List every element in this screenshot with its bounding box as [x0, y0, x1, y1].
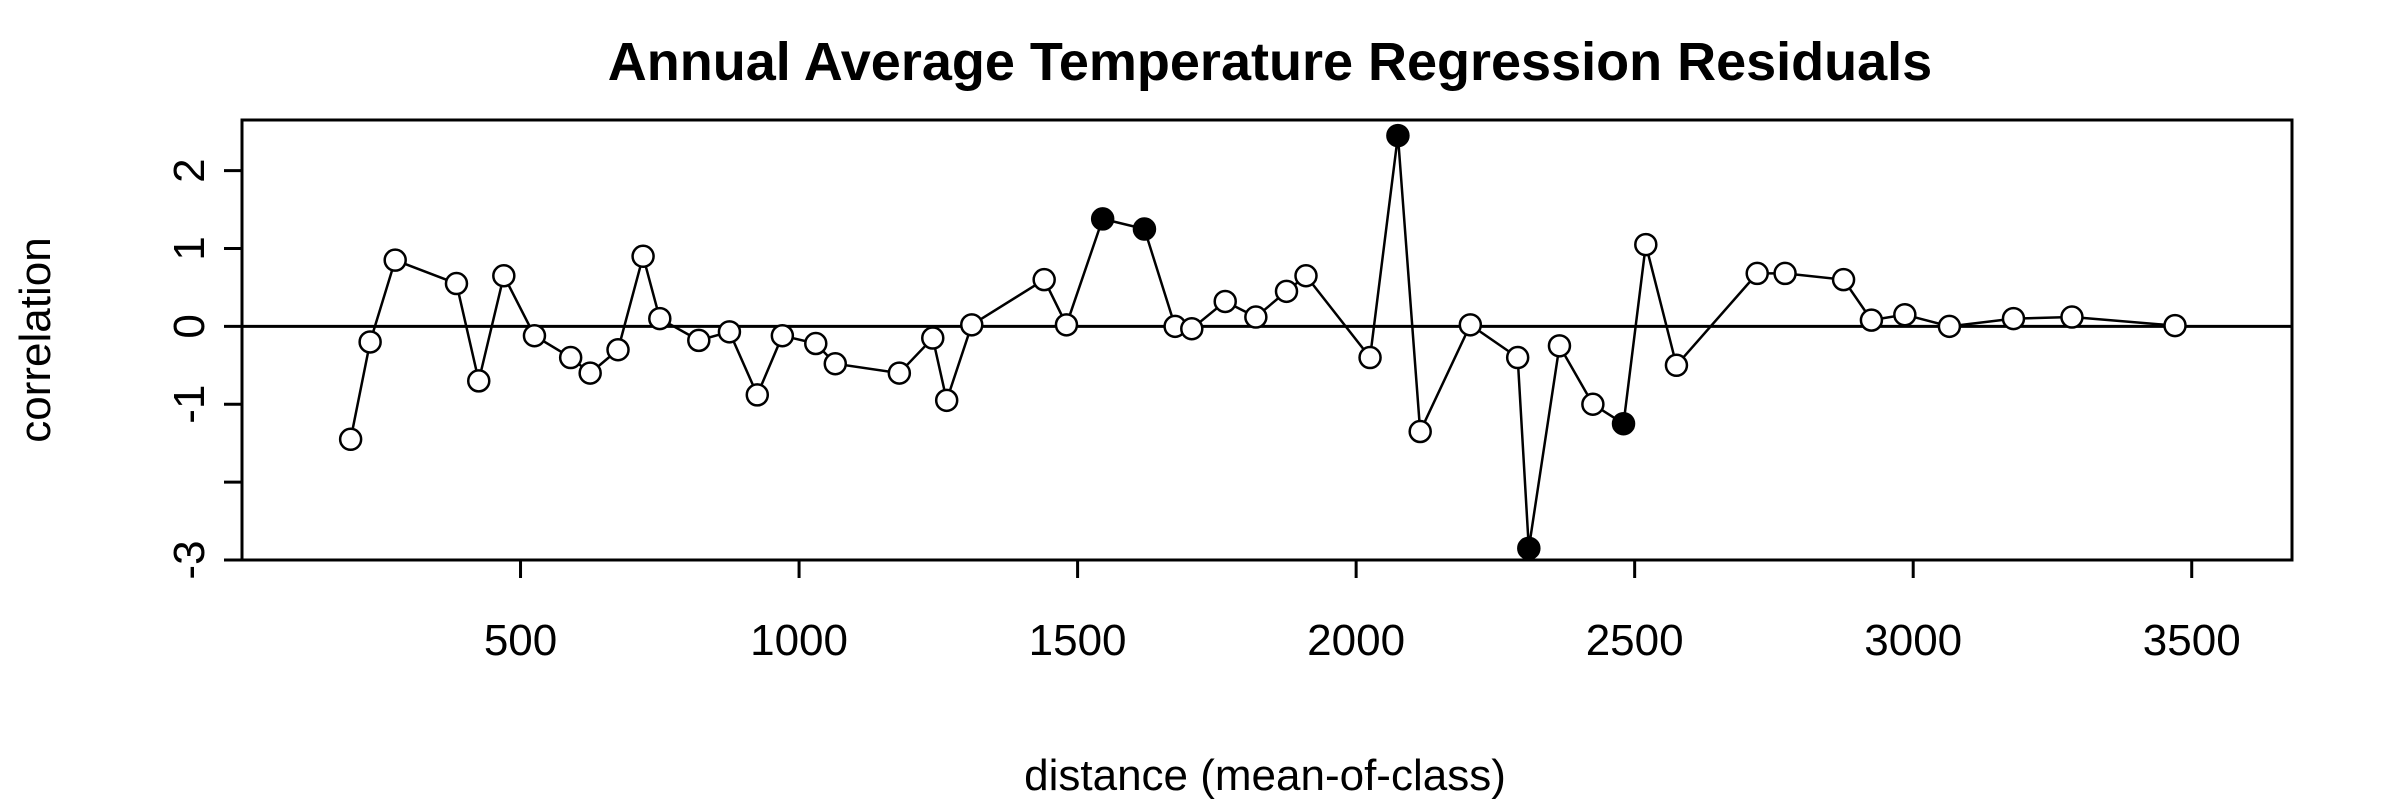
y-axis: -3 -1 0 1 2 [165, 158, 244, 580]
data-point [1180, 316, 1204, 341]
data-point [2001, 306, 2026, 331]
data-point [558, 345, 583, 370]
data-point [1937, 314, 1962, 339]
data-point [1244, 305, 1268, 329]
data-point [358, 330, 382, 354]
data-point [338, 427, 363, 452]
data-point [1054, 313, 1079, 337]
data-point [522, 323, 547, 348]
data-point [648, 306, 672, 331]
data-point [1274, 279, 1299, 304]
data-point [2163, 313, 2187, 338]
x-tick-label: 500 [484, 616, 557, 665]
data-point [383, 248, 407, 272]
data-point-significant [1611, 411, 1636, 436]
y-tick-label: 0 [165, 314, 214, 338]
data-point [1547, 334, 1572, 358]
data-point-significant [1517, 536, 1541, 561]
plot-frame [240, 118, 2294, 562]
data-point [745, 383, 770, 407]
chart-title: Annual Average Temperature Regression Re… [608, 32, 1932, 92]
y-tick-label: 2 [165, 158, 214, 182]
data-point [804, 331, 828, 356]
data-point [1664, 353, 1689, 378]
data-point [1032, 267, 1056, 292]
x-tick-label: 1500 [1029, 616, 1127, 665]
data-point [887, 361, 912, 385]
data-point [1893, 302, 1917, 327]
data-point [921, 326, 945, 350]
data-point [1745, 261, 1769, 286]
data-point [606, 337, 630, 362]
data-point [1458, 313, 1483, 337]
data-point [1358, 345, 1382, 370]
data-point [960, 313, 984, 337]
data-point [717, 320, 742, 344]
data-point [444, 271, 469, 296]
data-points [338, 123, 2187, 561]
data-point [1505, 345, 1530, 370]
data-point [1581, 392, 1605, 416]
x-tick-label: 1000 [750, 616, 848, 665]
y-axis-label: correlation [11, 237, 60, 442]
data-point-significant [1090, 207, 1115, 231]
data-point [578, 361, 602, 385]
data-point [1294, 264, 1318, 288]
data-point-significant [1386, 123, 1410, 148]
x-axis-label: distance (mean-of-class) [1024, 751, 1506, 800]
y-tick-label: -3 [165, 540, 214, 579]
data-point [823, 352, 848, 376]
data-point [492, 264, 516, 288]
data-point [1831, 267, 1856, 292]
data-point [631, 244, 655, 269]
y-tick-label: -1 [165, 385, 214, 424]
x-tick-label: 3000 [1864, 616, 1962, 665]
y-tick-label: 1 [165, 236, 214, 260]
data-point [467, 369, 491, 393]
x-tick-label: 3500 [2143, 616, 2241, 665]
x-tick-label: 2500 [1586, 616, 1684, 665]
data-point [1634, 232, 1658, 257]
data-point [1859, 308, 1884, 332]
x-axis: 500 1000 1500 2000 2500 3000 3500 [484, 558, 2241, 665]
data-point-significant [1132, 217, 1157, 241]
x-tick-label: 2000 [1307, 616, 1405, 665]
data-point [934, 388, 959, 413]
data-point [1773, 261, 1797, 286]
data-point [687, 328, 711, 353]
series-line [349, 135, 2176, 549]
data-point [1408, 419, 1432, 444]
data-point [2060, 305, 2084, 329]
data-point [1213, 289, 1237, 314]
data-point [770, 323, 795, 348]
